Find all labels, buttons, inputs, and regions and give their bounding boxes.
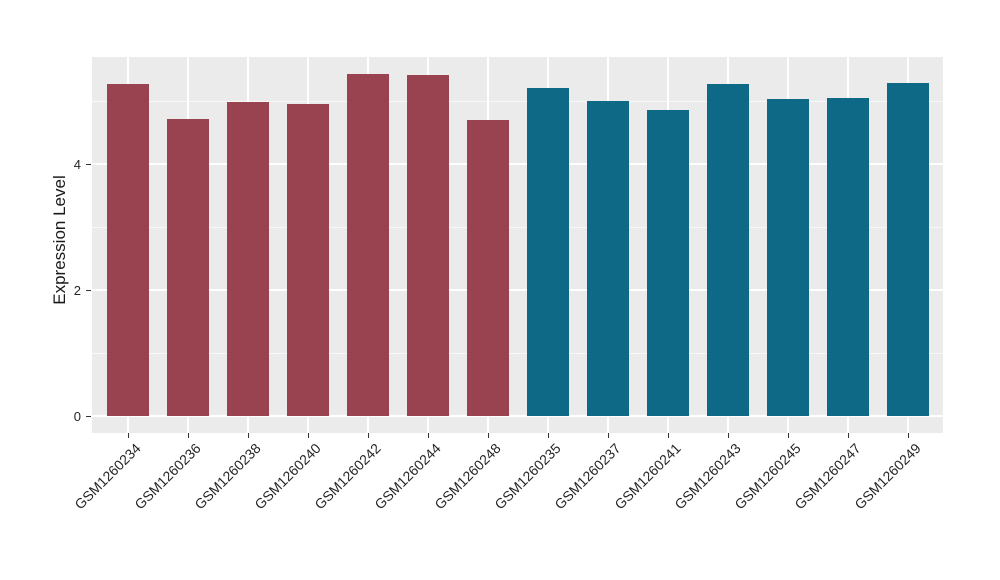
bar [767, 99, 809, 416]
x-tick-mark [788, 433, 789, 438]
bar [587, 101, 629, 416]
y-tick-mark [86, 164, 91, 165]
y-tick-mark [86, 416, 91, 417]
bar [887, 82, 929, 416]
bar [287, 103, 329, 416]
bar [467, 119, 509, 416]
bar [407, 75, 449, 416]
bar [707, 83, 749, 416]
bar [227, 102, 269, 416]
x-tick-mark [608, 433, 609, 438]
bar [647, 109, 689, 416]
bar [527, 88, 569, 416]
x-tick-mark [668, 433, 669, 438]
y-tick-mark [86, 290, 91, 291]
x-tick-mark [848, 433, 849, 438]
x-tick-mark [128, 433, 129, 438]
bar [107, 83, 149, 416]
x-tick-mark [308, 433, 309, 438]
y-tick-label: 4 [73, 157, 81, 172]
bar [167, 119, 209, 416]
x-tick-mark [368, 433, 369, 438]
x-tick-mark [248, 433, 249, 438]
grid-minor-line [92, 100, 943, 102]
x-tick-mark [488, 433, 489, 438]
grid-minor-line [92, 352, 943, 354]
bar [347, 73, 389, 416]
x-tick-mark [188, 433, 189, 438]
grid-major-line [92, 289, 943, 291]
plot-panel [92, 57, 943, 433]
grid-major-line [92, 415, 943, 417]
y-tick-label: 0 [73, 409, 81, 424]
grid-minor-line [92, 226, 943, 228]
x-tick-mark [728, 433, 729, 438]
bar [827, 98, 869, 416]
x-tick-mark [908, 433, 909, 438]
x-tick-mark [548, 433, 549, 438]
x-tick-mark [428, 433, 429, 438]
grid-major-line [92, 163, 943, 165]
y-tick-label: 2 [73, 283, 81, 298]
